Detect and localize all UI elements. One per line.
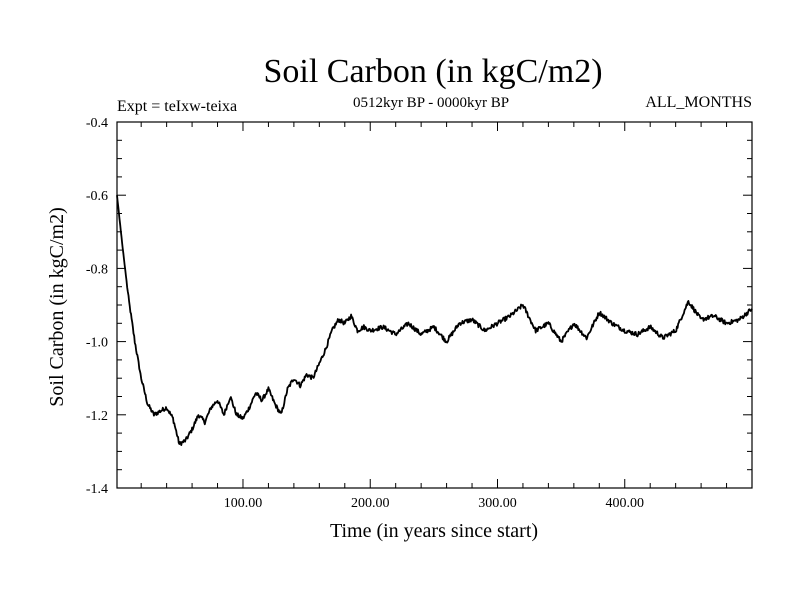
x-axis-label: Time (in years since start): [330, 520, 538, 542]
x-tick-label: 200.00: [351, 496, 390, 511]
chart-title: Soil Carbon (in kgC/m2): [263, 53, 602, 90]
experiment-label: Expt = teIxw-teixa: [117, 98, 237, 115]
time-range-label: 0512kyr BP - 0000kyr BP: [353, 95, 509, 111]
x-tick-label: 400.00: [605, 496, 644, 511]
x-tick-label: 100.00: [224, 496, 263, 511]
months-label: ALL_MONTHS: [645, 94, 752, 111]
plot-frame: [116, 121, 753, 489]
y-tick-label: -0.4: [86, 116, 108, 131]
y-tick-label: -1.4: [86, 482, 108, 497]
y-tick-label: -1.2: [86, 409, 108, 424]
y-axis-label: Soil Carbon (in kgC/m2): [46, 207, 68, 406]
plot-area: 100.00 200.00 300.00 400.00 -1.4 -1.2 -1.0 -0.8…: [86, 116, 753, 511]
y-tick-label: -1.0: [86, 336, 108, 351]
x-tick-label: 300.00: [478, 496, 517, 511]
soil-carbon-series-line: [116, 195, 753, 447]
y-tick-label: -0.8: [86, 262, 108, 277]
y-tick-label: -0.6: [86, 189, 108, 204]
